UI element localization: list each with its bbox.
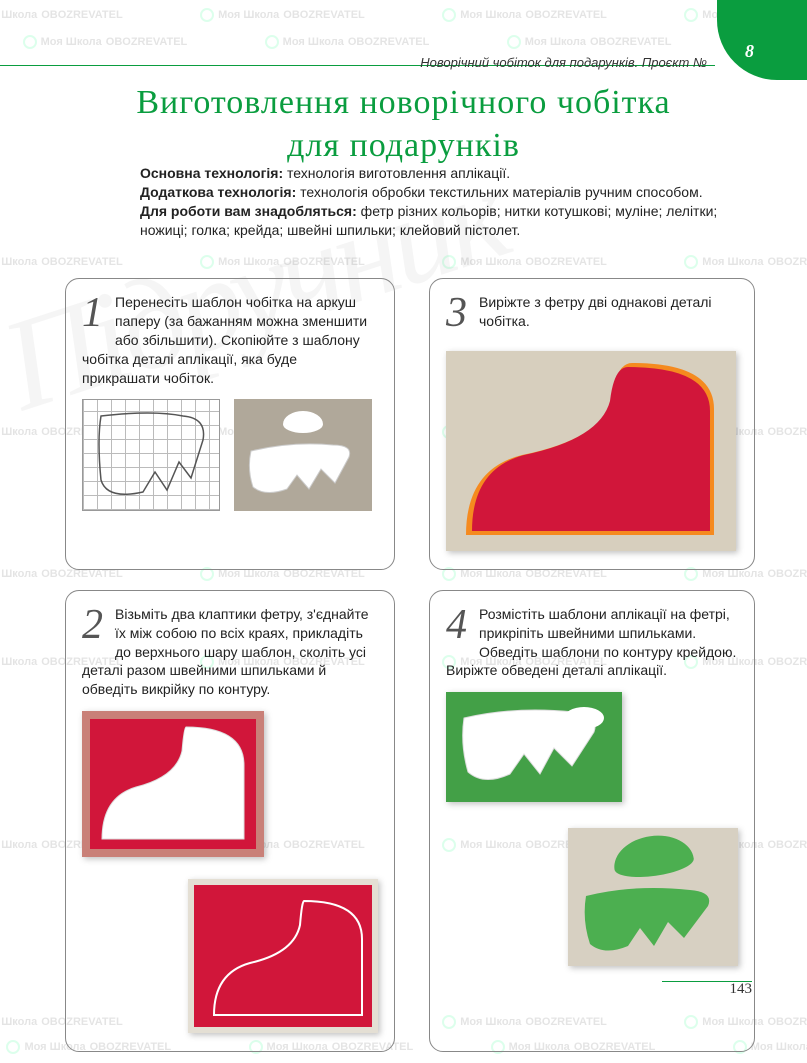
step-4-text: Розмістіть шаблони аплікації на фетрі, п… bbox=[446, 605, 738, 681]
chapter-tab: 8 bbox=[717, 0, 807, 80]
step-1-text: Перенесіть шаблон чобітка на аркуш папер… bbox=[82, 293, 378, 387]
green-cutouts-image bbox=[568, 828, 738, 966]
felt-template-pinned-image bbox=[82, 711, 264, 857]
tech-add-text: технологія обробки текстильних матеріалі… bbox=[296, 184, 702, 200]
step-2: 2 Візьміть два клаптики фетру, з'єднайте… bbox=[65, 590, 395, 1052]
step-2-text: Візьміть два клаптики фетру, з'єднайте ї… bbox=[82, 605, 378, 699]
tech-main-label: Основна технологія: bbox=[140, 165, 283, 181]
felt-outline-drawn-image bbox=[188, 879, 378, 1033]
page-title: Виготовлення новорічного чобітка для под… bbox=[0, 82, 807, 167]
template-grid-image bbox=[82, 399, 220, 511]
tech-main-text: технологія виготовлення аплікації. bbox=[283, 165, 510, 181]
step-3-images bbox=[446, 343, 738, 551]
breadcrumb: Новорічний чобіток для подарунків. Проєк… bbox=[420, 55, 707, 70]
tech-add-label: Додаткова технологія: bbox=[140, 184, 296, 200]
step-2-number: 2 bbox=[82, 607, 103, 645]
chapter-number: 8 bbox=[745, 41, 754, 62]
steps-grid: 1 Перенесіть шаблон чобітка на аркуш пап… bbox=[65, 278, 752, 1052]
step-2-images bbox=[82, 711, 378, 1033]
step-4-number: 4 bbox=[446, 607, 467, 645]
step-3: 3 Виріжте з фетру дві однакові деталі чо… bbox=[429, 278, 755, 570]
title-line-1: Виготовлення новорічного чобітка bbox=[136, 84, 670, 121]
materials-label: Для роботи вам знадобляться: bbox=[140, 203, 357, 219]
step-3-number: 3 bbox=[446, 295, 467, 333]
step-1-number: 1 bbox=[82, 295, 103, 333]
step-1: 1 Перенесіть шаблон чобітка на аркуш пап… bbox=[65, 278, 395, 570]
step-3-text: Виріжте з фетру дві однакові деталі чобі… bbox=[446, 293, 738, 331]
page-number: 143 bbox=[730, 981, 753, 998]
boot-cutout-image bbox=[446, 351, 736, 551]
step-4-images bbox=[446, 692, 738, 966]
step-1-images bbox=[82, 399, 378, 511]
intro-block: Основна технологія: технологія виготовле… bbox=[140, 164, 737, 240]
title-line-2: для подарунків bbox=[287, 127, 520, 164]
paper-cutout-image bbox=[234, 399, 372, 511]
step-4: 4 Розмістіть шаблони аплікації на фетрі,… bbox=[429, 590, 755, 1052]
green-felt-template-image bbox=[446, 692, 622, 802]
